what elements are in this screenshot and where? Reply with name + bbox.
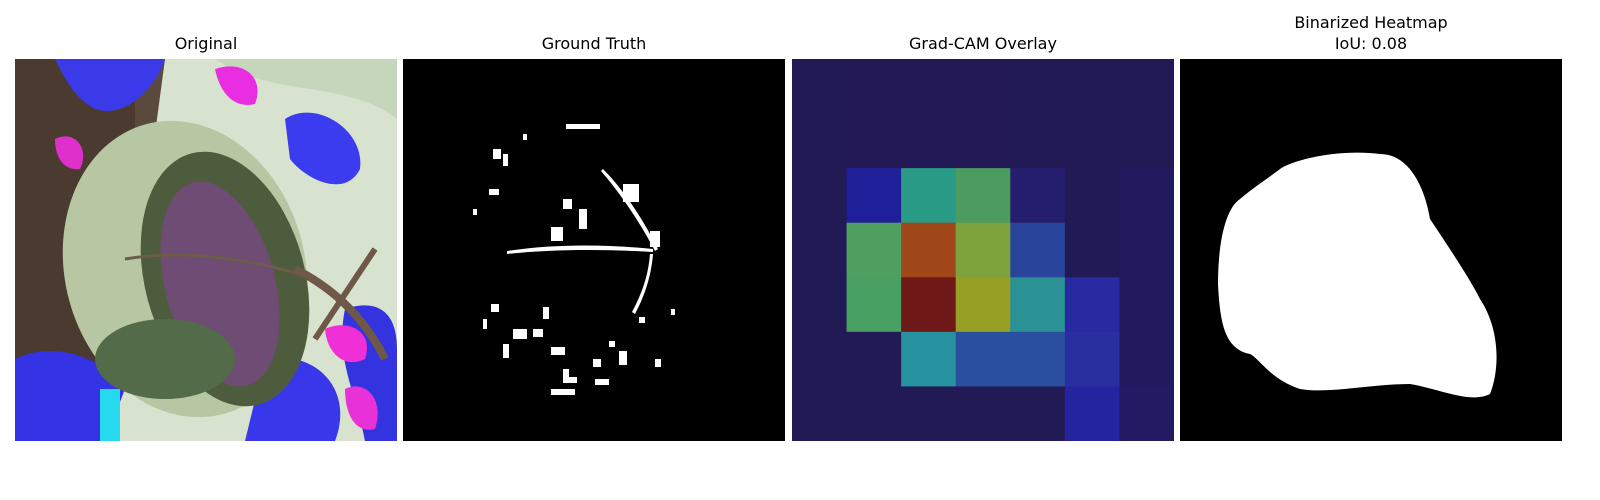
binarized-heatmap-image <box>1180 59 1562 441</box>
heatmap-cell <box>1064 331 1120 387</box>
heatmap-cell <box>1064 113 1120 169</box>
heatmap-cell <box>1010 168 1066 224</box>
panel-title: Ground Truth <box>541 34 647 53</box>
heatmap-cell <box>846 331 902 387</box>
heatmap-cell <box>792 386 848 441</box>
heatmap-cell <box>846 277 902 333</box>
panel-original: Original <box>15 0 397 500</box>
heatmap-cell <box>846 168 902 224</box>
heatmap-cell <box>1010 331 1066 387</box>
binary-mask-graphic <box>1180 59 1562 441</box>
heatmap-cell <box>901 59 957 115</box>
heatmap-cell <box>792 113 848 169</box>
heatmap-cell <box>1119 386 1174 441</box>
heatmap-cell <box>901 168 957 224</box>
heatmap-cell <box>1010 113 1066 169</box>
heatmap-cell <box>901 331 957 387</box>
heatmap-cell <box>901 386 957 441</box>
panel-subtitle-iou: IoU: 0.08 <box>1334 34 1408 53</box>
panel-binarized-heatmap: Binarized Heatmap IoU: 0.08 <box>1180 0 1562 500</box>
panel-gradcam-overlay: Grad-CAM Overlay <box>792 0 1174 500</box>
heatmap-cell <box>792 222 848 278</box>
heatmap-cell <box>1119 59 1174 115</box>
heatmap-cell <box>955 222 1011 278</box>
heatmap-cell <box>792 59 848 115</box>
panel-ground-truth: Ground Truth <box>403 0 785 500</box>
heatmap-graphic <box>792 59 1174 441</box>
heatmap-cell <box>1010 222 1066 278</box>
original-image <box>15 59 397 441</box>
heatmap-cell <box>792 168 848 224</box>
heatmap-cell <box>1064 277 1120 333</box>
heatmap-cell <box>955 113 1011 169</box>
heatmap-cell <box>846 386 902 441</box>
heatmap-cell <box>901 222 957 278</box>
heatmap-cell <box>1010 59 1066 115</box>
panel-title: Original <box>174 34 238 53</box>
heatmap-cell <box>955 277 1011 333</box>
heatmap-cell <box>1119 168 1174 224</box>
heatmap-cell <box>846 113 902 169</box>
heatmap-cell <box>1064 386 1120 441</box>
heatmap-cell <box>955 331 1011 387</box>
heatmap-cell <box>792 277 848 333</box>
heatmap-cell <box>1010 386 1066 441</box>
heatmap-cell <box>901 113 957 169</box>
gradcam-overlay-image <box>792 59 1174 441</box>
panel-title: Grad-CAM Overlay <box>909 34 1057 53</box>
mask-graphic <box>403 59 785 441</box>
heatmap-cell <box>955 59 1011 115</box>
heatmap-cell <box>792 331 848 387</box>
heatmap-cell <box>955 386 1011 441</box>
heatmap-cell <box>955 168 1011 224</box>
panel-title: Binarized Heatmap <box>1294 13 1448 32</box>
heatmap-cell <box>846 59 902 115</box>
heatmap-cell <box>1064 59 1120 115</box>
heatmap-cell <box>846 222 902 278</box>
heatmap-cell <box>901 277 957 333</box>
heatmap-cell <box>1064 222 1120 278</box>
heatmap-cell <box>1119 222 1174 278</box>
heatmap-cell <box>1119 113 1174 169</box>
heatmap-cell <box>1119 277 1174 333</box>
heatmap-cell <box>1064 168 1120 224</box>
leaf-image-graphic <box>15 59 397 441</box>
heatmap-cell <box>1010 277 1066 333</box>
ground-truth-mask <box>403 59 785 441</box>
heatmap-cell <box>1119 331 1174 387</box>
